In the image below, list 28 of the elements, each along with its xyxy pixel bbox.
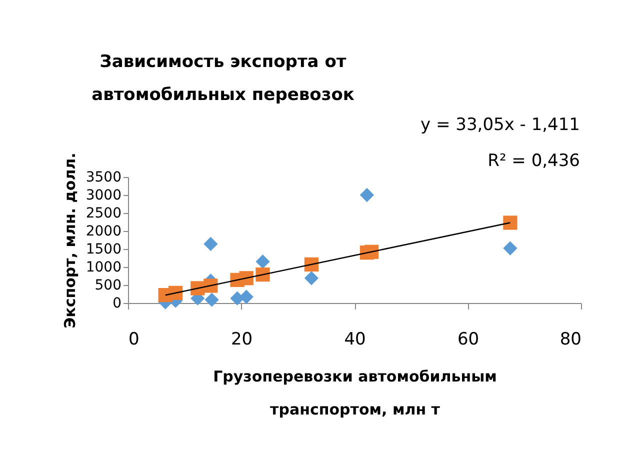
text: y = 33,05x - 1,411: [420, 115, 580, 135]
y-tick-label: 3500: [86, 170, 122, 186]
point: [256, 267, 270, 282]
x-tick-label: 0: [128, 330, 140, 350]
x-tick-label: 20: [230, 330, 253, 350]
x-axis-title: Грузоперевозки автомобильным транспортом, млн т: [213, 368, 497, 418]
x-tick-label: 40: [344, 330, 366, 350]
x-tick-label: 80: [560, 330, 582, 350]
text: R² = 0,436: [488, 151, 580, 171]
y-tick-label: 1500: [86, 242, 122, 258]
point: [239, 290, 254, 304]
chart-title: Зависимость экспорта от автомобильных перевозок: [92, 52, 355, 105]
point: [360, 188, 374, 202]
point: [204, 236, 218, 252]
y-tick-label: 2500: [86, 206, 122, 222]
point: [256, 254, 270, 269]
x-tick-label: 60: [457, 330, 480, 350]
point: [503, 241, 518, 256]
y-tick-label: 500: [94, 278, 122, 294]
point: [204, 278, 218, 293]
y-axis-title: Экспорт, млн. долл.: [60, 152, 79, 328]
y-tick-label: 1000: [86, 260, 122, 276]
point: [204, 292, 219, 307]
point: [304, 271, 319, 286]
y-tick-label: 2000: [86, 224, 122, 240]
y-tick-label: 0: [112, 296, 122, 312]
y-tick-label: 3000: [86, 188, 122, 204]
point: [503, 216, 518, 230]
